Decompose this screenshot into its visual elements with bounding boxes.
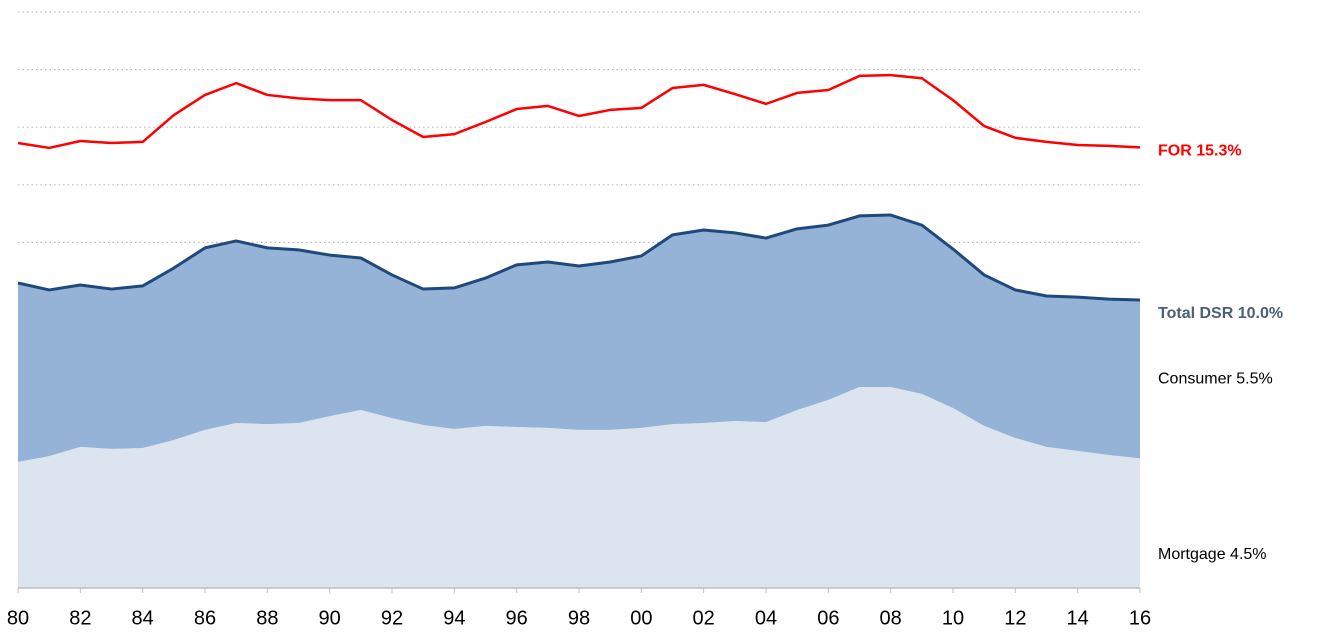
series-label: Consumer 5.5% — [1158, 370, 1273, 387]
x-tick-label: 02 — [693, 607, 715, 629]
x-tick-label: 04 — [755, 607, 777, 629]
line — [17, 73, 1141, 150]
area — [18, 215, 1140, 462]
x-tick-label: 06 — [817, 607, 839, 629]
x-tick-label: 16 — [1129, 607, 1151, 629]
x-tick-label: 84 — [132, 607, 154, 629]
x-tick-label: 86 — [194, 607, 216, 629]
x-tick-label: 00 — [630, 607, 652, 629]
x-tick-label: 98 — [568, 607, 590, 629]
x-tick-label: 80 — [7, 607, 29, 629]
x-tick-label: 94 — [443, 607, 465, 629]
x-tick-label: 92 — [381, 607, 403, 629]
x-tick-label: 82 — [69, 607, 91, 629]
x-tick-label: 08 — [880, 607, 902, 629]
series-label: FOR 15.3% — [1158, 143, 1242, 160]
series-label: Mortgage 4.5% — [1158, 546, 1267, 563]
x-tick-label: 14 — [1067, 607, 1089, 629]
total-label: Total DSR 10.0% — [1158, 305, 1283, 322]
x-tick-label: 88 — [256, 607, 278, 629]
x-tick-label: 90 — [319, 607, 341, 629]
area-outline — [17, 213, 1141, 302]
x-tick-label: 96 — [506, 607, 528, 629]
x-tick-label: 12 — [1004, 607, 1026, 629]
area — [18, 386, 1140, 588]
x-tick-label: 10 — [942, 607, 964, 629]
